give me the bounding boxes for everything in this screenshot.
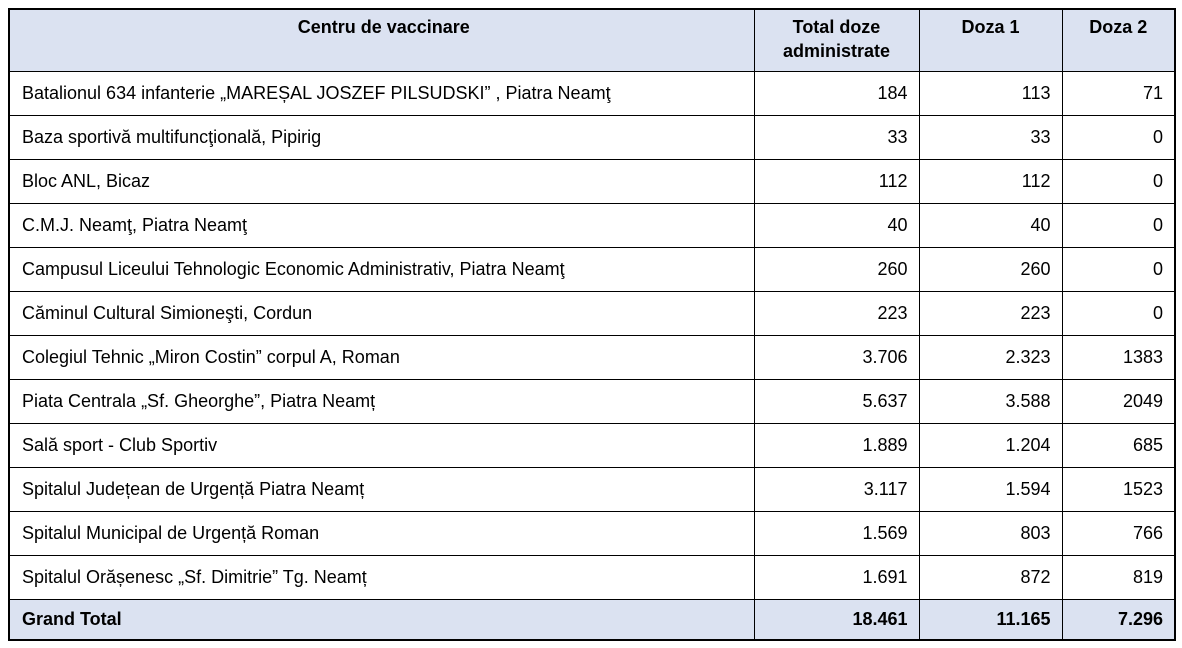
table-row: Spitalul Județean de Urgență Piatra Neam…: [8, 466, 1176, 512]
table-row: Bloc ANL, Bicaz 112 112 0: [8, 158, 1176, 204]
doza1-cell: 2.323: [918, 334, 1063, 380]
doza2-cell: 71: [1061, 70, 1176, 116]
grand-total-label: Grand Total: [8, 598, 755, 641]
doza2-cell: 0: [1061, 158, 1176, 204]
doza1-cell: 33: [918, 114, 1063, 160]
doza2-cell: 1523: [1061, 466, 1176, 512]
total-doses-cell: 33: [753, 114, 920, 160]
header-total-doze-administrate: Total doze administrate: [753, 8, 920, 72]
doza2-cell: 685: [1061, 422, 1176, 468]
center-name-cell: Piata Centrala „Sf. Gheorghe”, Piatra Ne…: [8, 378, 755, 424]
total-doses-cell: 184: [753, 70, 920, 116]
total-doses-cell: 223: [753, 290, 920, 336]
doza2-cell: 2049: [1061, 378, 1176, 424]
vaccination-centers-table: Centru de vaccinare Total doze administr…: [8, 8, 1176, 641]
table-row: Piata Centrala „Sf. Gheorghe”, Piatra Ne…: [8, 378, 1176, 424]
grand-total-doza1: 11.165: [918, 598, 1063, 641]
total-doses-cell: 1.691: [753, 554, 920, 600]
center-name-cell: Bloc ANL, Bicaz: [8, 158, 755, 204]
center-name-cell: Spitalul Municipal de Urgență Roman: [8, 510, 755, 556]
doza1-cell: 1.204: [918, 422, 1063, 468]
center-name-cell: Spitalul Orășenesc „Sf. Dimitrie” Tg. Ne…: [8, 554, 755, 600]
total-doses-cell: 3.117: [753, 466, 920, 512]
table-row: Campusul Liceului Tehnologic Economic Ad…: [8, 246, 1176, 292]
table-row: Baza sportivă multifuncţională, Pipirig …: [8, 114, 1176, 160]
table-row: Căminul Cultural Simioneşti, Cordun 223 …: [8, 290, 1176, 336]
doza2-cell: 0: [1061, 246, 1176, 292]
doza1-cell: 260: [918, 246, 1063, 292]
center-name-cell: Campusul Liceului Tehnologic Economic Ad…: [8, 246, 755, 292]
table-row: C.M.J. Neamţ, Piatra Neamţ 40 40 0: [8, 202, 1176, 248]
table-row: Spitalul Orășenesc „Sf. Dimitrie” Tg. Ne…: [8, 554, 1176, 600]
grand-total-doses: 18.461: [753, 598, 920, 641]
doza2-cell: 0: [1061, 114, 1176, 160]
doza1-cell: 113: [918, 70, 1063, 116]
total-doses-cell: 5.637: [753, 378, 920, 424]
center-name-cell: Baza sportivă multifuncţională, Pipirig: [8, 114, 755, 160]
total-doses-cell: 40: [753, 202, 920, 248]
doza1-cell: 112: [918, 158, 1063, 204]
table-header-row: Centru de vaccinare Total doze administr…: [8, 8, 1176, 72]
total-doses-cell: 260: [753, 246, 920, 292]
table-row: Sală sport - Club Sportiv 1.889 1.204 68…: [8, 422, 1176, 468]
total-doses-cell: 1.569: [753, 510, 920, 556]
header-doza-1: Doza 1: [918, 8, 1063, 72]
grand-total-row: Grand Total 18.461 11.165 7.296: [8, 598, 1176, 641]
table-row: Spitalul Municipal de Urgență Roman 1.56…: [8, 510, 1176, 556]
center-name-cell: Batalionul 634 infanterie „MAREȘAL JOSZE…: [8, 70, 755, 116]
table-row: Colegiul Tehnic „Miron Costin” corpul A,…: [8, 334, 1176, 380]
table-row: Batalionul 634 infanterie „MAREȘAL JOSZE…: [8, 70, 1176, 116]
doza2-cell: 819: [1061, 554, 1176, 600]
doza1-cell: 223: [918, 290, 1063, 336]
doza1-cell: 872: [918, 554, 1063, 600]
doza1-cell: 3.588: [918, 378, 1063, 424]
total-doses-cell: 1.889: [753, 422, 920, 468]
doza2-cell: 766: [1061, 510, 1176, 556]
header-doza-2: Doza 2: [1061, 8, 1176, 72]
doza2-cell: 0: [1061, 290, 1176, 336]
total-doses-cell: 3.706: [753, 334, 920, 380]
total-doses-cell: 112: [753, 158, 920, 204]
center-name-cell: Sală sport - Club Sportiv: [8, 422, 755, 468]
center-name-cell: Spitalul Județean de Urgență Piatra Neam…: [8, 466, 755, 512]
grand-total-doza2: 7.296: [1061, 598, 1176, 641]
doza1-cell: 40: [918, 202, 1063, 248]
center-name-cell: Colegiul Tehnic „Miron Costin” corpul A,…: [8, 334, 755, 380]
doza2-cell: 1383: [1061, 334, 1176, 380]
doza1-cell: 1.594: [918, 466, 1063, 512]
center-name-cell: Căminul Cultural Simioneşti, Cordun: [8, 290, 755, 336]
doza2-cell: 0: [1061, 202, 1176, 248]
center-name-cell: C.M.J. Neamţ, Piatra Neamţ: [8, 202, 755, 248]
header-centru-de-vaccinare: Centru de vaccinare: [8, 8, 755, 72]
doza1-cell: 803: [918, 510, 1063, 556]
